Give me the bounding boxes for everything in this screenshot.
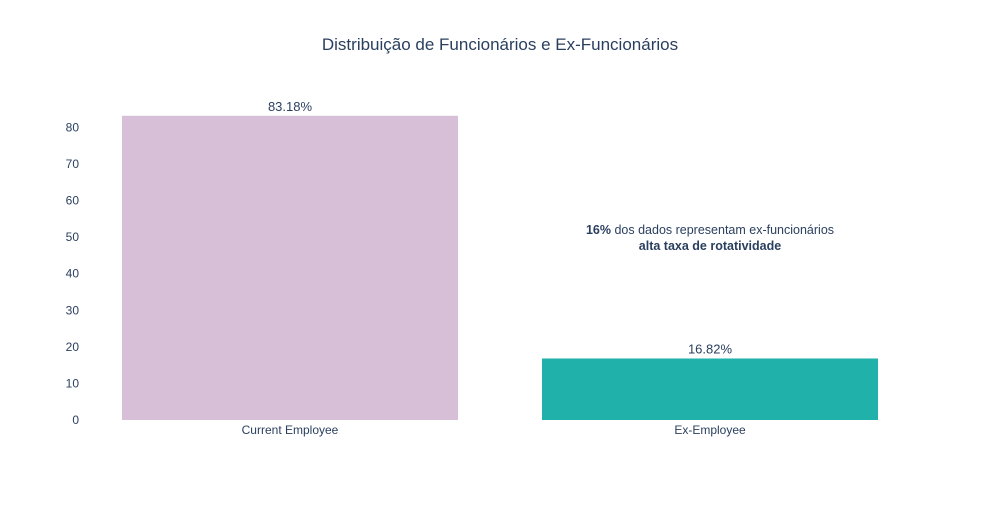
- y-tick-label-60: 60: [66, 194, 80, 208]
- annotation-line-1-rest: dos dados representam ex-funcionários: [611, 223, 834, 237]
- annotation-bold-prefix: 16%: [586, 223, 611, 237]
- bars-group: 83.18% 16.82%: [122, 99, 878, 420]
- y-tick-label-20: 20: [66, 340, 80, 354]
- chart-title: Distribuição de Funcionários e Ex-Funcio…: [322, 35, 678, 54]
- y-tick-label-30: 30: [66, 303, 80, 317]
- bar-current-employee[interactable]: [122, 115, 458, 420]
- y-tick-label-40: 40: [66, 267, 80, 281]
- annotation-line-1: 16% dos dados representam ex-funcionário…: [586, 223, 834, 237]
- x-tick-label-ex-employee: Ex-Employee: [674, 423, 746, 437]
- y-tick-label-0: 0: [72, 413, 79, 427]
- x-tick-label-current-employee: Current Employee: [242, 423, 339, 437]
- annotation: 16% dos dados representam ex-funcionário…: [586, 223, 834, 253]
- y-tick-label-80: 80: [66, 120, 80, 134]
- y-tick-label-50: 50: [66, 230, 80, 244]
- y-tick-label-10: 10: [66, 376, 80, 390]
- x-axis: Current Employee Ex-Employee: [242, 423, 746, 437]
- y-tick-label-70: 70: [66, 157, 80, 171]
- annotation-line-2: alta taxa de rotatividade: [639, 239, 781, 253]
- bar-ex-employee[interactable]: [542, 358, 878, 420]
- y-axis: 0 10 20 30 40 50 60 70 80: [66, 120, 80, 427]
- data-label-current-employee: 83.18%: [268, 99, 313, 114]
- data-label-ex-employee: 16.82%: [688, 341, 733, 356]
